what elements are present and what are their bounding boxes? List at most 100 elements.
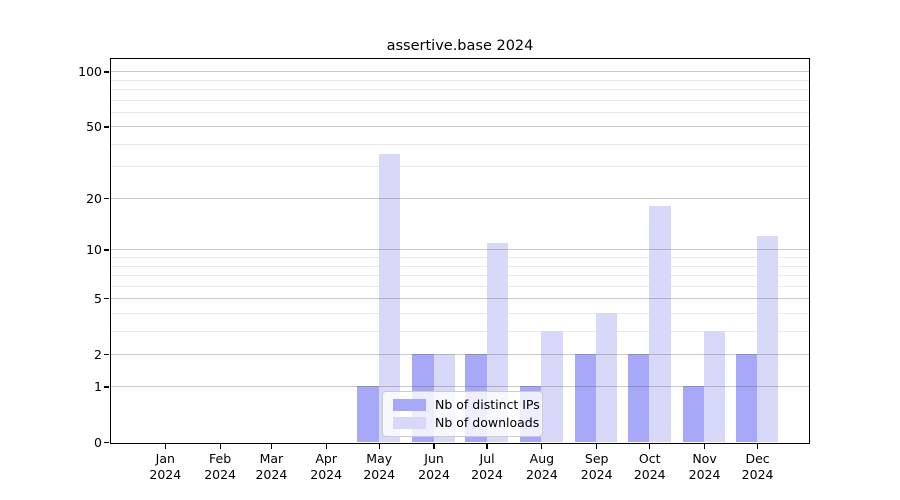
bar-downloads [378,154,401,442]
x-tick [703,444,706,449]
y-tick [104,71,109,73]
x-tick [649,444,651,449]
x-tick-year: 2024 [633,466,666,482]
x-tick-month: Oct [638,451,661,466]
x-tick-year: 2024 [149,466,182,482]
y-tick-label: 10 [86,242,102,258]
gridline-minor [111,99,809,101]
gridline-minor [111,312,809,314]
x-tick-month: Mar [259,451,284,466]
bar-distinct-ips [627,353,650,442]
x-tick-label: Dec 2024 [723,451,793,482]
x-tick [541,444,543,449]
x-tick [756,444,759,449]
x-tick-month: Feb [209,451,232,466]
y-tick-label: 1 [94,379,102,395]
gridline-major [111,126,809,128]
x-tick-year: 2024 [471,466,503,482]
gridline-minor [111,79,809,81]
gridline-minor [111,330,809,332]
x-tick-month: Nov [692,451,717,466]
x-tick-month: Jun [424,451,444,466]
x-tick-month: Dec [745,451,770,466]
x-tick [325,444,327,449]
y-tick [104,197,109,199]
legend-item: Nb of distinct IPs [393,397,540,413]
x-tick-month: Jan [155,451,175,466]
x-tick-label: May 2024 [344,451,414,482]
legend-label: Nb of distinct IPs [435,397,540,412]
x-tick-label: Nov 2024 [670,451,740,482]
x-tick-label: Feb 2024 [185,451,255,482]
chart-title: assertive.base 2024 [386,38,534,54]
y-tick [104,126,109,128]
bar-downloads [704,330,726,442]
y-tick-label: 5 [94,291,102,307]
x-tick-year: 2024 [255,466,288,482]
y-tick-label: 50 [86,119,102,135]
x-tick [596,444,598,449]
legend-swatch-distinct-ips [393,399,426,411]
y-tick [104,353,109,355]
x-tick-label: Jul 2024 [452,451,522,482]
bar-distinct-ips [574,353,597,442]
x-tick [219,444,221,449]
legend-label: Nb of downloads [435,415,540,430]
y-tick [104,249,109,251]
bar-distinct-ips [357,386,379,442]
x-tick [486,444,488,449]
legend-swatch-downloads [393,417,426,429]
gridline-minor [111,257,809,259]
x-tick-year: 2024 [741,466,774,482]
gridline-major [111,386,809,388]
x-tick-month: Apr [315,451,337,466]
gridline-minor [111,285,809,287]
gridline-minor [111,265,809,267]
x-tick-year: 2024 [580,466,613,482]
x-tick-month: Sep [584,451,609,466]
y-tick [104,442,109,444]
x-tick-year: 2024 [310,466,343,482]
y-tick-label: 0 [94,435,102,450]
gridline-major [111,197,809,199]
x-tick [164,444,166,449]
bar-distinct-ips [682,386,705,442]
legend-item: Nb of downloads [393,415,540,431]
x-tick [378,444,380,449]
gridline-major [111,353,809,355]
bar-downloads [757,236,779,442]
x-tick-year: 2024 [418,466,450,482]
plot-area [110,58,810,444]
gridline-major [111,71,809,73]
bar-downloads [596,312,618,442]
x-tick [270,444,272,449]
gridline-major [111,249,809,251]
y-tick-label: 20 [86,190,102,206]
x-tick-label: Oct 2024 [615,451,685,482]
x-tick-year: 2024 [363,466,396,482]
y-tick [104,298,109,300]
x-tick-year: 2024 [688,466,721,482]
gridline-major [111,298,809,300]
x-tick-year: 2024 [204,466,236,482]
y-tick [104,386,109,388]
x-tick-label: Mar 2024 [236,451,306,482]
x-tick-month: May [366,451,393,466]
gridline-minor [111,111,809,113]
bar-downloads [541,330,563,442]
gridline-minor [111,143,809,145]
gridline-minor [111,275,809,277]
x-tick-label: Jan 2024 [130,451,200,482]
y-tick-label: 100 [78,64,102,80]
x-tick-label: Sep 2024 [562,451,632,482]
bar-downloads [649,205,671,442]
x-tick-label: Jun 2024 [399,451,469,482]
legend: Nb of distinct IPs Nb of downloads [382,391,543,437]
bar-distinct-ips [735,353,758,442]
x-tick-label: Aug 2024 [507,451,577,482]
gridline-minor [111,89,809,91]
y-tick-label: 2 [94,346,102,362]
gridline-minor [111,166,809,168]
x-tick-label: Apr 2024 [291,451,361,482]
